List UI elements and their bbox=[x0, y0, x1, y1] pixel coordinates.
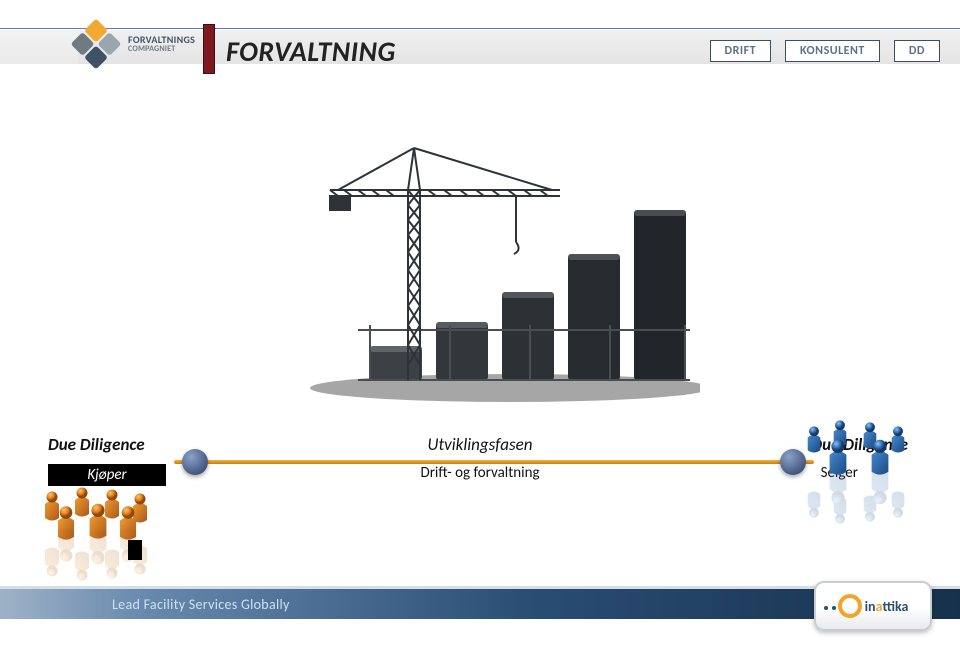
people-group-seller bbox=[794, 408, 924, 498]
inattika-logo-text: inattika bbox=[865, 598, 909, 615]
label-utviklingsfasen: Utviklingsfasen bbox=[428, 434, 533, 455]
growth-crane-graphic bbox=[260, 130, 700, 410]
footer: Lead Facility Services Globally inattika bbox=[0, 571, 960, 645]
people-group-buyer bbox=[30, 480, 165, 560]
people-seller-svg bbox=[794, 408, 924, 528]
company-logo: FORVALTNINGS COMPAGNIET bbox=[78, 26, 195, 62]
label-due-diligence-left: Due Diligence bbox=[48, 434, 145, 455]
company-name: FORVALTNINGS COMPAGNIET bbox=[128, 35, 195, 53]
timeline-bar bbox=[174, 460, 814, 464]
label-drift-forvaltning: Drift- og forvaltning bbox=[420, 464, 539, 482]
timeline-node-left bbox=[182, 449, 208, 475]
page-title: FORVALTNING bbox=[226, 34, 396, 69]
puzzle-icon bbox=[71, 19, 122, 70]
header: FORVALTNINGS COMPAGNIET FORVALTNING DRIF… bbox=[0, 18, 960, 66]
company-name-bottom: COMPAGNIET bbox=[128, 45, 195, 53]
inattika-logo: inattika bbox=[814, 581, 932, 631]
footer-tagline: Lead Facility Services Globally bbox=[112, 596, 290, 613]
tab-row: DRIFT KONSULENT DD bbox=[710, 40, 940, 62]
accent-bar bbox=[203, 24, 215, 74]
process-diagram: Due Diligence Kjøper Utviklingsfasen Dri… bbox=[42, 430, 918, 530]
tab-konsulent[interactable]: KONSULENT bbox=[785, 40, 880, 62]
tab-dd[interactable]: DD bbox=[894, 40, 940, 62]
ring-icon bbox=[838, 594, 862, 618]
small-black-block bbox=[128, 540, 142, 560]
tab-drift[interactable]: DRIFT bbox=[710, 40, 771, 62]
crane-bars-svg bbox=[260, 130, 700, 410]
